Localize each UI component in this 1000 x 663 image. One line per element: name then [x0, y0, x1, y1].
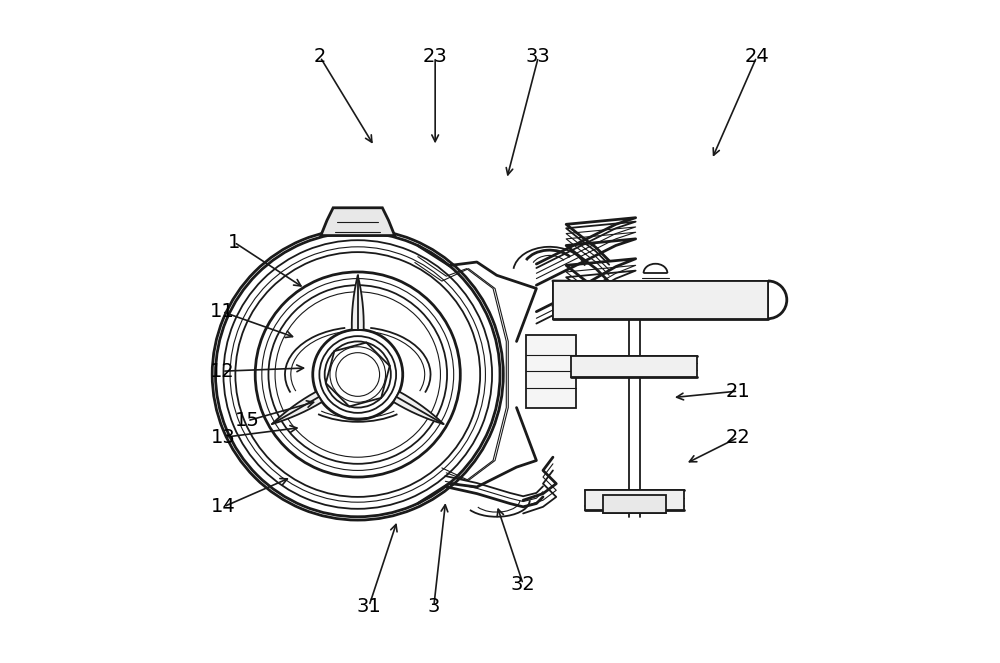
Polygon shape [585, 490, 684, 510]
Polygon shape [571, 356, 697, 377]
Text: 11: 11 [210, 302, 234, 321]
Text: 23: 23 [423, 48, 448, 66]
Text: 2: 2 [314, 48, 326, 66]
Text: 15: 15 [235, 411, 260, 430]
Polygon shape [526, 335, 576, 408]
Text: 24: 24 [744, 48, 769, 66]
Text: 33: 33 [526, 48, 551, 66]
Text: 14: 14 [211, 497, 236, 516]
Polygon shape [393, 392, 444, 424]
Text: 1: 1 [228, 233, 240, 252]
Text: 3: 3 [428, 597, 440, 615]
Polygon shape [553, 281, 768, 319]
Polygon shape [272, 392, 322, 424]
Text: 13: 13 [211, 428, 236, 447]
Text: 32: 32 [511, 575, 536, 594]
Polygon shape [321, 208, 395, 235]
Text: 31: 31 [357, 597, 381, 615]
Text: 22: 22 [726, 428, 751, 447]
Text: 12: 12 [210, 362, 234, 381]
Polygon shape [352, 275, 364, 330]
Text: 21: 21 [726, 381, 751, 400]
Polygon shape [603, 495, 666, 513]
